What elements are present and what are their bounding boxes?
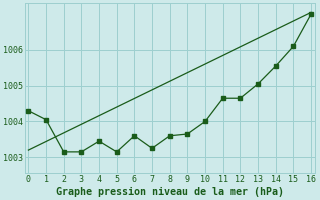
X-axis label: Graphe pression niveau de la mer (hPa): Graphe pression niveau de la mer (hPa) — [56, 186, 284, 197]
